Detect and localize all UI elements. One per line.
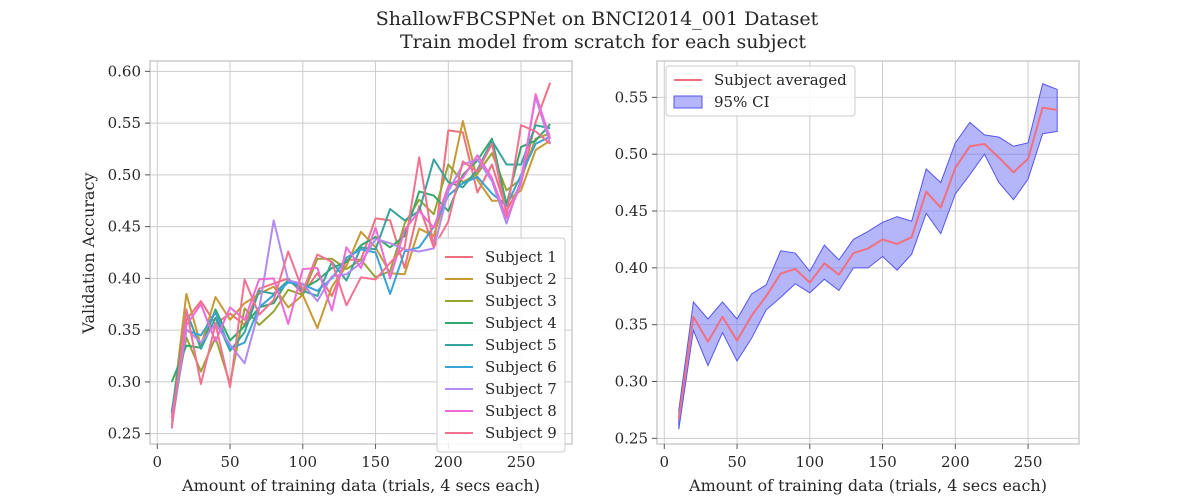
left-y-tick-label: 0.30 (108, 373, 141, 391)
left-legend-label: Subject 1 (485, 248, 557, 266)
left-y-tick-label: 0.55 (108, 114, 141, 132)
left-x-axis-label: Amount of training data (trials, 4 secs … (181, 476, 540, 495)
left-y-tick-label: 0.25 (108, 425, 141, 443)
figure-title-line1: ShallowFBCSPNet on BNCI2014_001 Dataset (376, 8, 819, 30)
right-y-tick-label: 0.30 (615, 372, 648, 390)
right-x-tick-label: 100 (795, 453, 824, 471)
right-x-tick-label: 50 (727, 453, 746, 471)
left-series-line-9 (170, 124, 551, 429)
left-legend-label: Subject 8 (485, 402, 557, 420)
left-y-tick-label: 0.40 (108, 269, 141, 287)
left-legend-label: Subject 7 (485, 380, 557, 398)
left-legend-label: Subject 6 (485, 358, 557, 376)
left-x-tick-label: 0 (153, 453, 163, 471)
right-plot-frame (656, 60, 1080, 445)
figure-title-line2: Train model from scratch for each subjec… (400, 31, 806, 53)
right-x-tick-label: 200 (941, 453, 970, 471)
left-x-tick-label: 100 (288, 453, 317, 471)
right-y-tick-label: 0.40 (615, 259, 648, 277)
left-legend-label: Subject 2 (485, 270, 557, 288)
left-x-tick-label: 50 (220, 453, 239, 471)
right-y-tick-label: 0.50 (615, 145, 648, 163)
left-series-line-2 (170, 120, 551, 416)
right-x-tick-label: 250 (1014, 453, 1043, 471)
right-legend-label: Subject averaged (714, 71, 847, 89)
left-legend-label: Subject 9 (485, 424, 557, 442)
left-y-tick-label: 0.50 (108, 166, 141, 184)
left-y-tick-label: 0.35 (108, 321, 141, 339)
left-x-tick-label: 250 (507, 453, 536, 471)
confidence-band (678, 83, 1058, 430)
left-series-line-8 (170, 93, 552, 419)
right-x-axis-label: Amount of training data (trials, 4 secs … (688, 476, 1047, 495)
right-panel-averaged: 0 50 100 150 200 250 0.25 0.30 0.35 0.40 0.45 0.50 0… (615, 60, 1080, 495)
right-legend-box (665, 65, 856, 117)
left-series-line-3 (170, 132, 551, 419)
left-series-line-4 (170, 123, 551, 383)
left-x-tick-label: 150 (361, 453, 390, 471)
left-legend-label: Subject 3 (485, 292, 557, 310)
left-legend-label: Subject 4 (485, 314, 557, 332)
right-series-line-1 (677, 106, 1058, 420)
right-x-tick-label: 150 (868, 453, 897, 471)
left-legend-box (436, 237, 566, 453)
left-plot-frame (149, 60, 573, 445)
left-panel-subject-lines: 0 50 100 150 200 250 0.25 0.30 0.35 0.40 0.45 0.50 0… (79, 60, 573, 495)
right-legend-label: 95% CI (714, 93, 770, 111)
right-x-tick-label: 0 (660, 453, 670, 471)
right-y-tick-label: 0.25 (615, 429, 648, 447)
left-y-axis-label: Validation Accuracy (79, 172, 98, 334)
left-x-tick-label: 200 (434, 453, 463, 471)
right-y-tick-label: 0.55 (615, 88, 648, 106)
left-y-tick-label: 0.45 (108, 218, 141, 236)
left-y-tick-label: 0.60 (108, 62, 141, 80)
right-y-tick-label: 0.35 (615, 316, 648, 334)
right-y-tick-label: 0.45 (615, 202, 648, 220)
right-legend-swatch (673, 95, 703, 109)
left-legend-label: Subject 5 (485, 336, 557, 354)
